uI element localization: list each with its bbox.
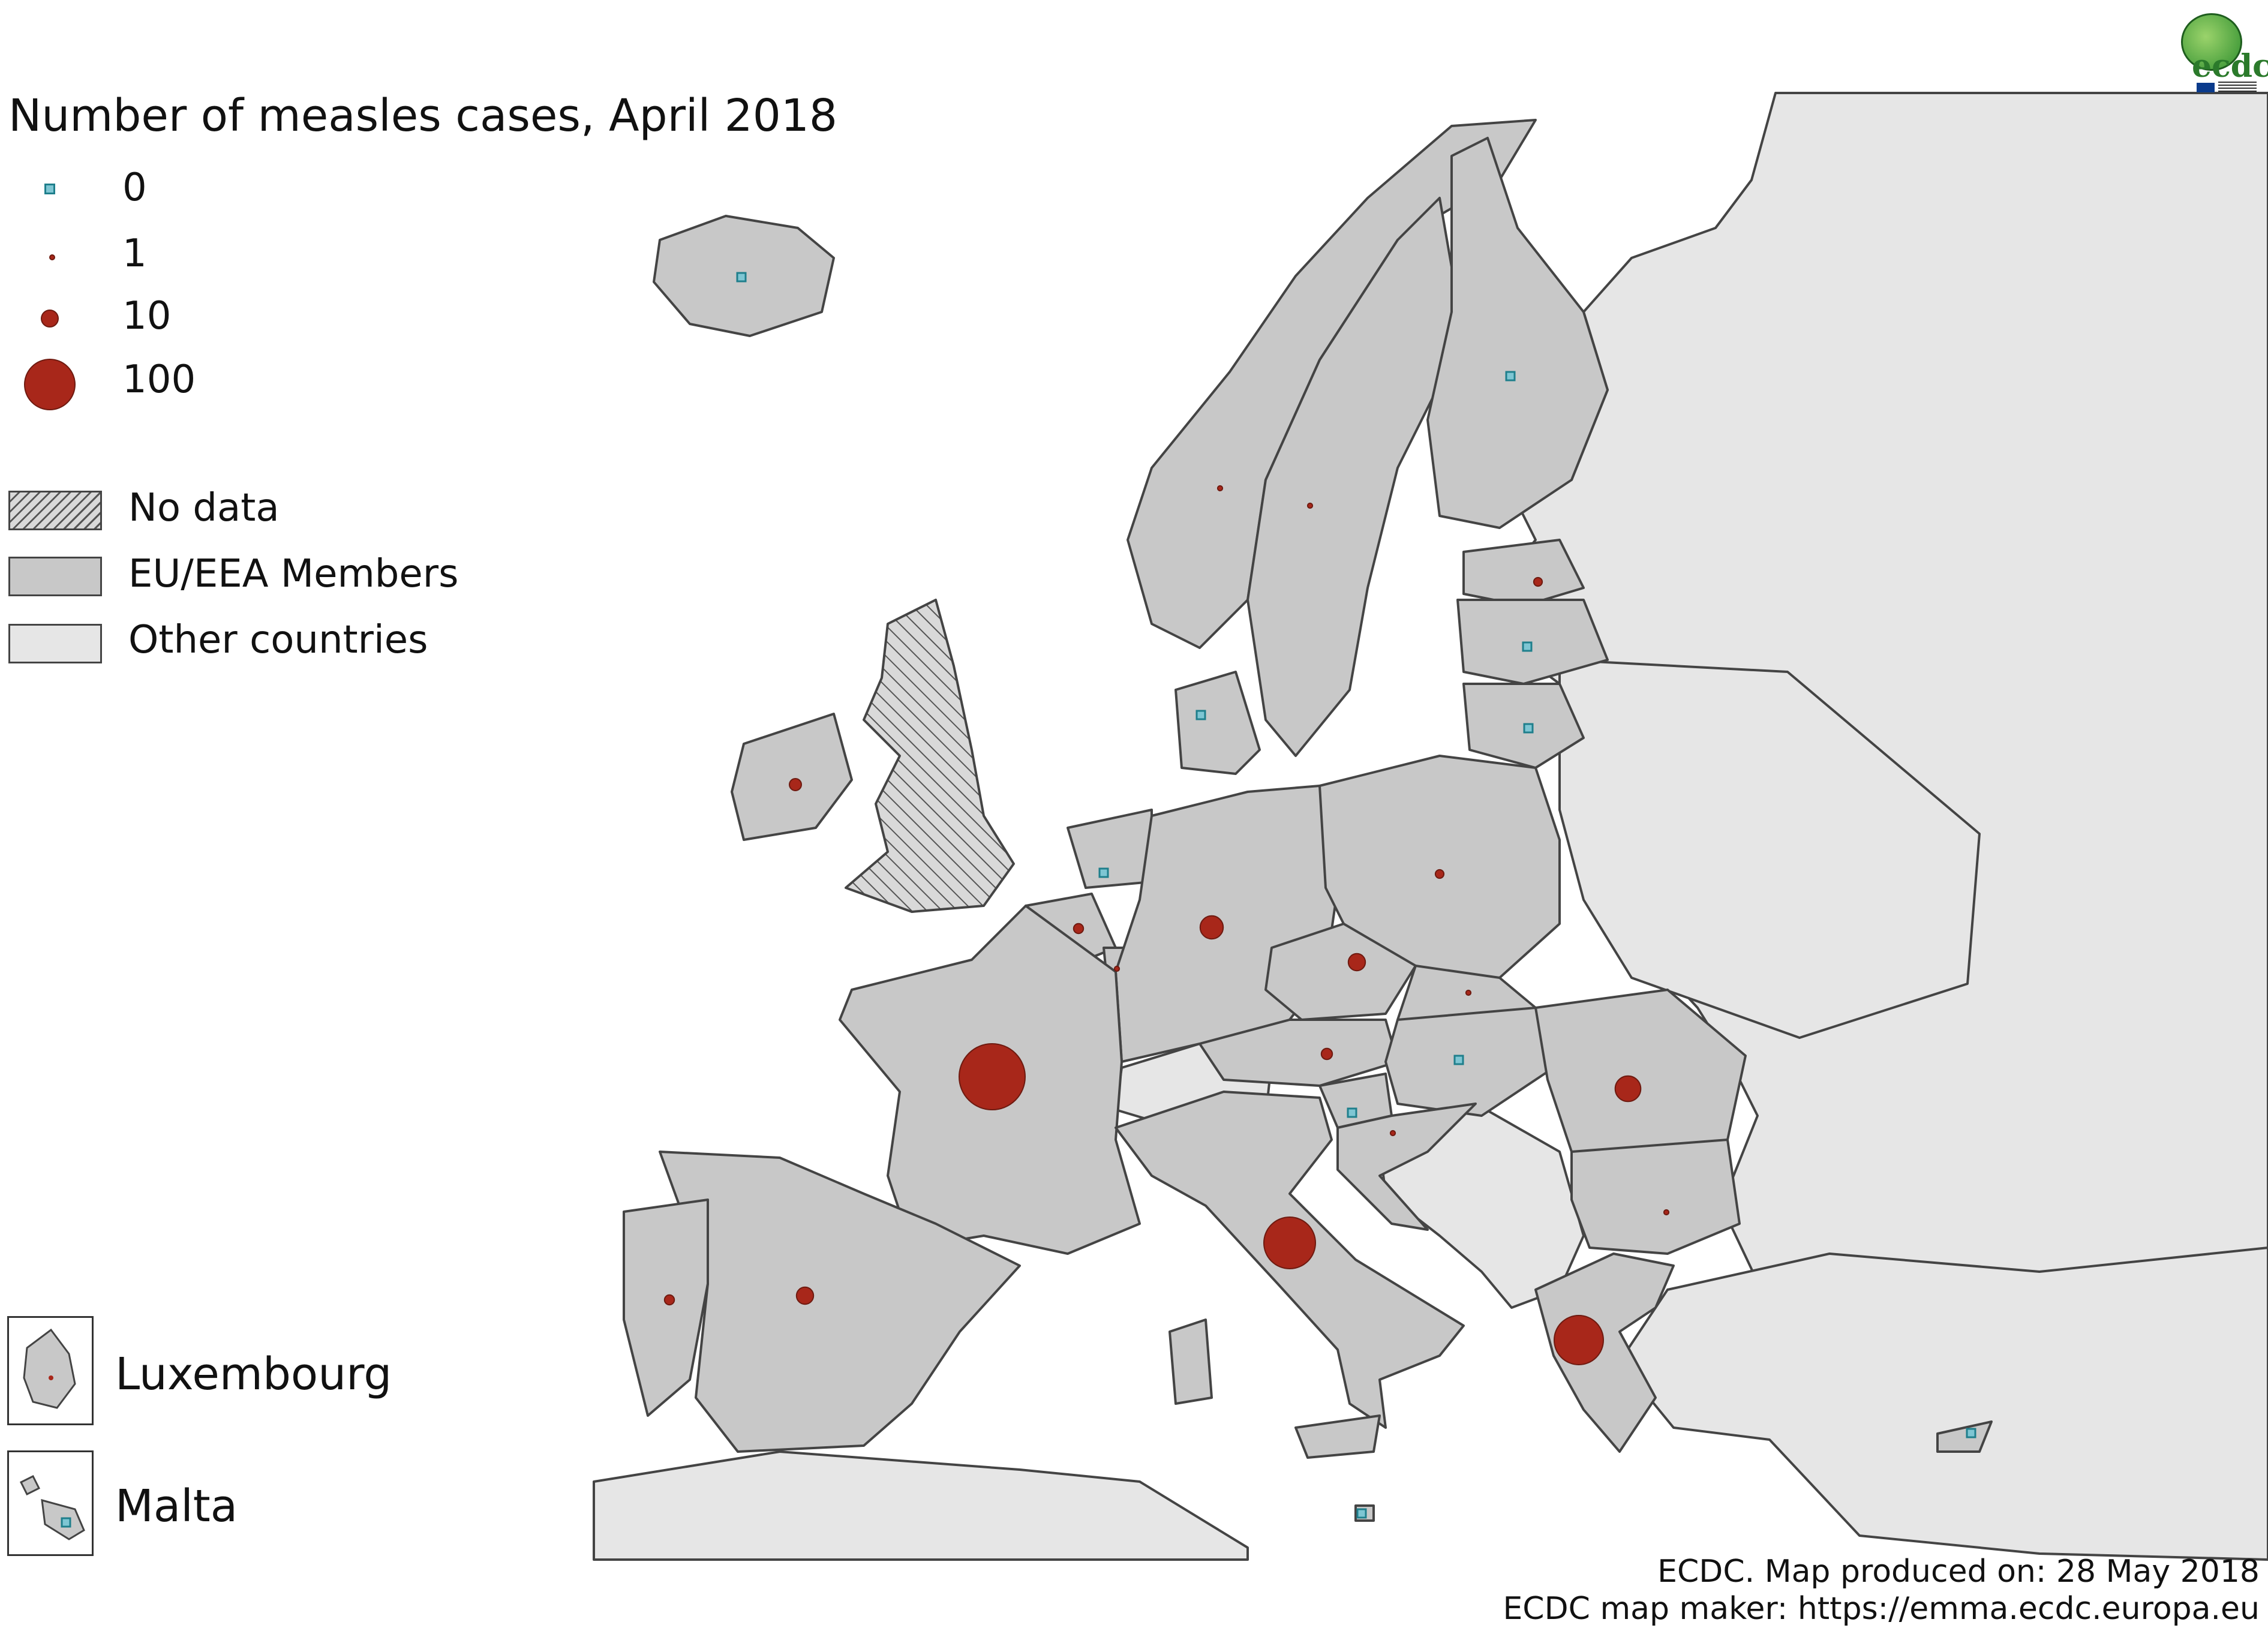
legend-swatch-other xyxy=(8,624,102,663)
cases-marker-czechia xyxy=(1347,953,1366,972)
country-czechia xyxy=(1264,923,1417,1021)
zero-cases-marker-lithuania xyxy=(1523,723,1534,734)
country-united-kingdom xyxy=(845,599,1015,913)
cases-marker-germany xyxy=(1199,915,1224,940)
legend-symbol-circle xyxy=(41,310,59,328)
credits-line-1: ECDC. Map produced on: 28 May 2018 xyxy=(1657,1554,2260,1590)
zero-cases-marker-iceland xyxy=(736,272,747,283)
cases-marker-estonia xyxy=(1533,576,1543,587)
cases-marker-poland xyxy=(1434,869,1445,879)
cases-marker-norway xyxy=(1216,485,1224,492)
legend-size-label: 1 xyxy=(122,232,147,276)
luxembourg-shape xyxy=(23,1328,76,1409)
country-cyprus xyxy=(1936,1420,1993,1453)
country-portugal xyxy=(623,1199,709,1417)
cases-marker-france xyxy=(959,1043,1026,1110)
country-netherlands xyxy=(1067,809,1153,889)
zero-cases-marker-slovenia xyxy=(1347,1107,1357,1118)
cases-marker-sweden xyxy=(1306,502,1314,509)
inset-label-malta: Malta xyxy=(115,1480,238,1532)
map-title: Number of measles cases, April 2018 xyxy=(8,90,838,142)
country-bulgaria xyxy=(1570,1139,1741,1255)
cases-marker-portugal xyxy=(663,1294,675,1306)
country-finland xyxy=(1426,137,1609,529)
island-sardinia xyxy=(1168,1318,1213,1405)
zero-cases-marker-latvia xyxy=(1522,641,1533,652)
cases-marker-romania xyxy=(1614,1075,1642,1103)
legend-symbol-circle xyxy=(49,254,55,260)
cases-marker-slovakia xyxy=(1465,989,1472,996)
country-denmark xyxy=(1174,671,1261,775)
legend-symbol-square xyxy=(44,184,55,194)
legend-size-label: 10 xyxy=(122,294,172,338)
cases-marker-luxembourg xyxy=(1113,965,1121,972)
country-hungary xyxy=(1384,1007,1555,1117)
legend-swatch-eu-eea xyxy=(8,557,102,596)
country-ireland xyxy=(731,713,853,841)
zero-cases-marker-denmark xyxy=(1195,710,1206,720)
country-greece xyxy=(1534,1252,1675,1453)
logo-fineprint xyxy=(2218,82,2257,94)
eu-flag-icon xyxy=(2197,83,2215,92)
cases-marker-greece xyxy=(1554,1315,1604,1365)
cases-marker-austria xyxy=(1320,1047,1333,1061)
zero-cases-marker-finland xyxy=(1505,371,1516,382)
inset-luxembourg xyxy=(7,1316,94,1425)
legend-fill-label: No data xyxy=(128,486,280,530)
legend-fill-label: Other countries xyxy=(128,618,428,662)
logo-text: ecdc xyxy=(2192,48,2268,85)
zero-cases-marker-malta xyxy=(1356,1508,1367,1519)
country-latvia xyxy=(1456,599,1609,685)
zero-cases-marker-netherlands xyxy=(1098,867,1109,878)
cases-marker-ireland xyxy=(789,778,802,791)
legend-size-label: 100 xyxy=(122,358,196,402)
zero-cases-marker-hungary xyxy=(1453,1055,1464,1065)
cases-marker-croatia xyxy=(1389,1130,1396,1137)
inset-label-luxembourg: Luxembourg xyxy=(115,1348,392,1400)
credits-line-2: ECDC map maker: https://emma.ecdc.europa… xyxy=(1503,1591,2260,1627)
cases-marker-belgium xyxy=(1073,923,1085,935)
ecdc-globe-icon xyxy=(2181,13,2242,71)
zero-cases-marker-cyprus xyxy=(1966,1428,1976,1438)
country-spain xyxy=(659,1151,1021,1453)
legend-symbol-circle xyxy=(24,359,76,410)
country-croatia xyxy=(1336,1103,1477,1231)
island-sicily xyxy=(1294,1414,1381,1459)
country-estonia xyxy=(1462,539,1585,607)
country-poland xyxy=(1318,755,1561,979)
cases-marker-italy xyxy=(1263,1217,1316,1269)
legend-swatch-no-data xyxy=(8,491,102,530)
legend-fill-label: EU/EEA Members xyxy=(128,552,459,596)
ecdc-logo: ecdc xyxy=(2174,11,2268,95)
other-countries-land xyxy=(593,92,2268,1561)
legend-size-label: 0 xyxy=(122,166,147,210)
inset-malta xyxy=(7,1450,94,1556)
cases-marker-bulgaria xyxy=(1663,1209,1670,1216)
cases-marker-spain xyxy=(795,1286,815,1305)
case-markers xyxy=(663,272,1976,1519)
malta-shape xyxy=(19,1474,85,1540)
